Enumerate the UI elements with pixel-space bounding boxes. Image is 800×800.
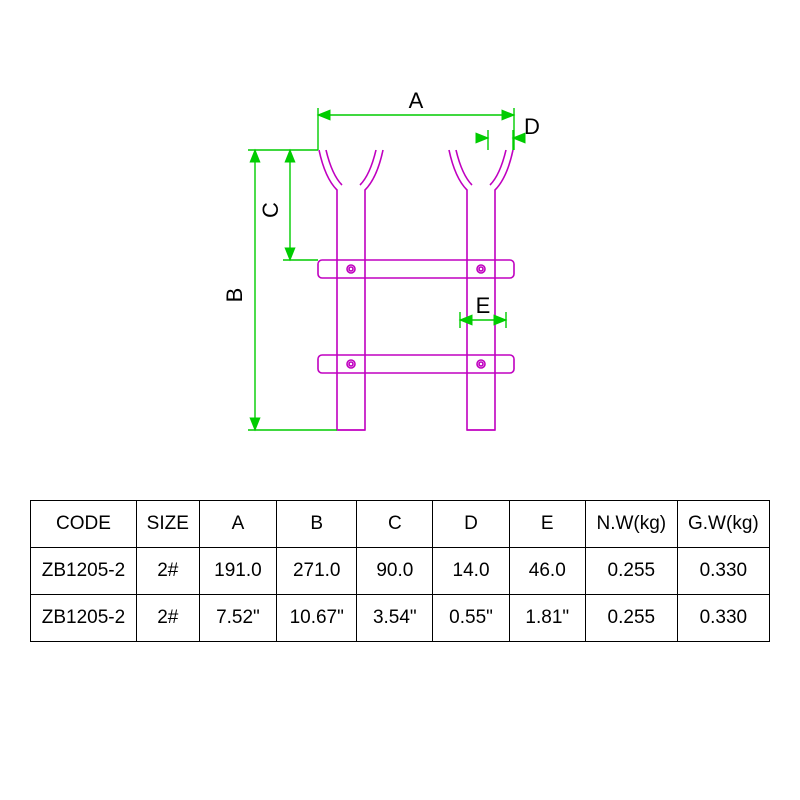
tube-right <box>449 150 513 430</box>
table-row: ZB1205-2 2# 7.52" 10.67" 3.54" 0.55" 1.8… <box>31 595 770 642</box>
cell: 0.255 <box>585 548 677 595</box>
cell: 14.0 <box>433 548 509 595</box>
dim-B-label: B <box>222 288 247 303</box>
table-row: ZB1205-2 2# 191.0 271.0 90.0 14.0 46.0 0… <box>31 548 770 595</box>
cell: 0.330 <box>677 595 769 642</box>
spec-table: CODE SIZE A B C D E N.W(kg) G.W(kg) ZB12… <box>30 500 770 642</box>
cell: 0.55" <box>433 595 509 642</box>
dim-E-label: E <box>476 293 491 318</box>
bracket-bottom <box>318 355 514 373</box>
cell: 3.54" <box>357 595 433 642</box>
cell: 191.0 <box>199 548 277 595</box>
col-header: D <box>433 501 509 548</box>
cell: 2# <box>136 595 199 642</box>
dim-B <box>248 150 337 430</box>
cell: 271.0 <box>277 548 357 595</box>
dim-C-label: C <box>258 202 283 218</box>
cell: ZB1205-2 <box>31 548 137 595</box>
diagram-svg: A D B C <box>160 60 640 460</box>
col-header: CODE <box>31 501 137 548</box>
dim-A <box>318 108 514 150</box>
col-header: A <box>199 501 277 548</box>
col-header: E <box>509 501 585 548</box>
dim-D <box>478 130 523 150</box>
table-header-row: CODE SIZE A B C D E N.W(kg) G.W(kg) <box>31 501 770 548</box>
cell: 7.52" <box>199 595 277 642</box>
bracket-top <box>318 260 514 278</box>
col-header: C <box>357 501 433 548</box>
col-header: SIZE <box>136 501 199 548</box>
cell: 90.0 <box>357 548 433 595</box>
page-container: A D B C <box>0 0 800 800</box>
spec-table-area: CODE SIZE A B C D E N.W(kg) G.W(kg) ZB12… <box>30 500 770 642</box>
cell: 2# <box>136 548 199 595</box>
technical-diagram: A D B C <box>160 60 640 460</box>
cell: 0.330 <box>677 548 769 595</box>
cell: 0.255 <box>585 595 677 642</box>
col-header: G.W(kg) <box>677 501 769 548</box>
cell: 1.81" <box>509 595 585 642</box>
cell: 10.67" <box>277 595 357 642</box>
dim-C <box>283 150 318 260</box>
dim-A-label: A <box>409 88 424 113</box>
col-header: N.W(kg) <box>585 501 677 548</box>
col-header: B <box>277 501 357 548</box>
dim-D-label: D <box>524 114 540 139</box>
cell: 46.0 <box>509 548 585 595</box>
tube-left <box>319 150 383 430</box>
cell: ZB1205-2 <box>31 595 137 642</box>
